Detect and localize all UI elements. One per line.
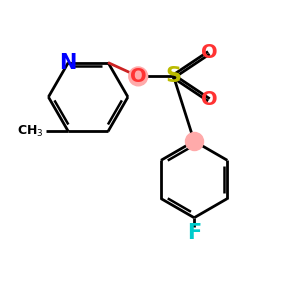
Text: CH$_3$: CH$_3$	[17, 124, 44, 139]
Text: O: O	[201, 43, 217, 62]
Circle shape	[129, 67, 148, 86]
Text: O: O	[130, 67, 146, 86]
Text: O: O	[201, 90, 217, 110]
Text: N: N	[60, 52, 77, 73]
Text: F: F	[187, 223, 201, 243]
Text: S: S	[166, 66, 182, 86]
